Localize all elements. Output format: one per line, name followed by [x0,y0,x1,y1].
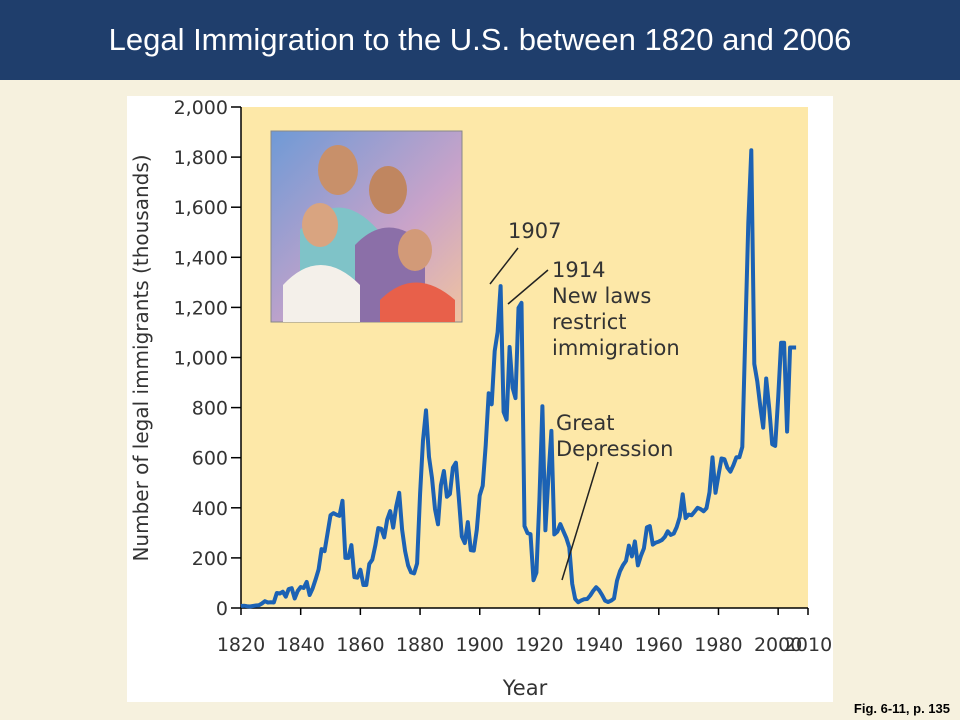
x-tick-label: 1840 [277,634,325,656]
annotation-text: restrict [552,310,627,334]
y-tick-label: 1,800 [174,147,228,169]
y-tick-label: 2,000 [174,97,228,119]
y-tick-label: 1,600 [174,197,228,219]
data-line [240,148,797,609]
annotation-pointer [561,461,599,581]
annotation-text: Great [556,411,614,435]
x-tick-label: 1960 [635,634,683,656]
annotation-text: 1907 [508,219,561,243]
x-tick-label: 1820 [217,634,265,656]
y-tick-label: 400 [192,498,228,520]
annotation-text: immigration [552,336,680,360]
y-tick-label: 0 [216,598,228,620]
annotation-pointer [489,247,519,285]
x-tick-label: 2010 [784,634,832,656]
y-tick-label: 200 [192,548,228,570]
figure-caption: Fig. 6-11, p. 135 [853,701,950,716]
annotation-text: 1914 [552,258,605,282]
y-tick-label: 600 [192,448,228,470]
family-photo [270,130,463,323]
annotation-text: Depression [556,437,673,461]
y-tick-label: 1,200 [174,297,228,319]
annotation-text: New laws [552,284,651,308]
x-tick-label: 2000 [754,634,802,656]
annotation-pointer [507,269,549,305]
y-tick-label: 1,400 [174,247,228,269]
y-axis-title: Number of legal immigrants (thousands) [129,154,153,561]
y-tick-label: 800 [192,398,228,420]
x-tick-label: 1980 [694,634,742,656]
x-axis-title: Year [502,676,548,700]
slide-title: Legal Immigration to the U.S. between 18… [0,0,960,80]
x-tick-label: 1880 [396,634,444,656]
y-tick-label: 1,000 [174,348,228,370]
x-tick-label: 1900 [456,634,504,656]
x-tick-label: 1920 [515,634,563,656]
x-tick-label: 1860 [336,634,384,656]
x-tick-label: 1940 [575,634,623,656]
